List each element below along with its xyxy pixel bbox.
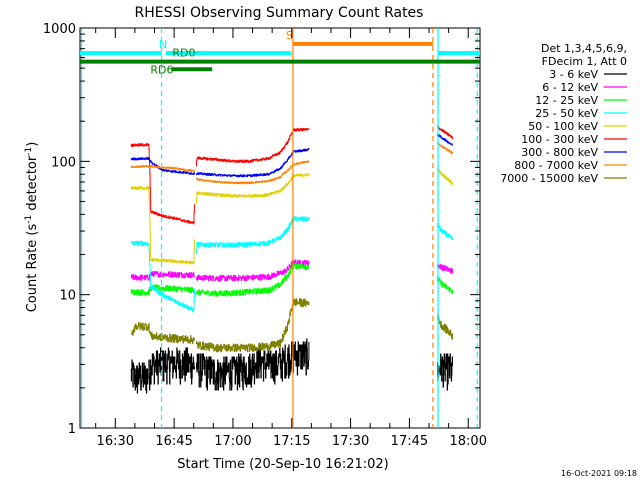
legend-label-7: 800 - 7000 keV bbox=[514, 159, 598, 172]
flag-label: RD6 bbox=[150, 63, 173, 76]
y-axis-label: Count Rate (s-1 detector-1) bbox=[24, 142, 40, 313]
x-axis-label: Start Time (20-Sep-10 16:21:02) bbox=[177, 457, 388, 472]
flag-label: RD0 bbox=[172, 47, 195, 60]
legend-label-5: 100 - 300 keV bbox=[521, 133, 598, 146]
plot-area: N S RD0 RD6 bbox=[79, 27, 481, 429]
y-axis-label-main: Count Rate (s bbox=[25, 224, 40, 313]
x-tick-label: 16:45 bbox=[155, 434, 192, 449]
legend-label-2: 12 - 25 keV bbox=[535, 94, 598, 107]
x-tick-label: 17:30 bbox=[332, 434, 369, 449]
footer-timestamp: 16-Oct-2021 09:18 bbox=[561, 469, 637, 478]
flag-label: S bbox=[286, 29, 293, 42]
legend-label-1: 6 - 12 keV bbox=[542, 81, 598, 94]
x-tick-label: 18:00 bbox=[450, 434, 487, 449]
legend: Det 1,3,4,5,6,9, FDecim 1, Att 0 3 - 6 k… bbox=[500, 42, 627, 185]
series-line-4 bbox=[130, 167, 453, 265]
series-line-6 bbox=[130, 133, 453, 178]
legend-label-8: 7000 - 15000 keV bbox=[500, 172, 598, 185]
y-axis-label-end: ) bbox=[25, 142, 40, 147]
series-line-5 bbox=[130, 125, 453, 225]
legend-header-1: Det 1,3,4,5,6,9, bbox=[541, 42, 627, 55]
series-line-0 bbox=[130, 338, 453, 394]
series-line-8 bbox=[130, 298, 453, 353]
y-tick-label: 10 bbox=[59, 289, 76, 304]
legend-label-6: 300 - 800 keV bbox=[521, 146, 598, 159]
legend-label-0: 3 - 6 keV bbox=[549, 68, 598, 81]
legend-label-4: 50 - 100 keV bbox=[528, 120, 598, 133]
plot-frame bbox=[79, 27, 481, 429]
x-tick-label: 17:45 bbox=[391, 434, 428, 449]
x-axis: 16:30 16:45 17:00 17:15 17:30 17:45 18:00 bbox=[95, 28, 487, 449]
series-line-1 bbox=[130, 259, 453, 282]
y-tick-label: 100 bbox=[51, 155, 76, 170]
legend-label-3: 25 - 50 keV bbox=[535, 107, 598, 120]
x-tick-label: 16:30 bbox=[97, 434, 134, 449]
chart-title: RHESSI Observing Summary Count Rates bbox=[135, 5, 424, 21]
y-axis-label-sup2: -1 bbox=[24, 147, 34, 156]
x-tick-label: 17:00 bbox=[214, 434, 251, 449]
legend-header-2: FDecim 1, Att 0 bbox=[542, 55, 627, 68]
flag-label: N bbox=[159, 38, 167, 51]
y-axis-label-mid: detector bbox=[25, 155, 40, 215]
series-line-3 bbox=[130, 216, 453, 313]
y-axis: 1 10 100 1000 bbox=[43, 22, 480, 437]
y-axis-label-sup1: -1 bbox=[24, 215, 34, 224]
y-tick-label: 1 bbox=[68, 422, 76, 437]
series-line-7 bbox=[130, 141, 453, 185]
x-tick-label: 17:15 bbox=[273, 434, 310, 449]
series-line-2 bbox=[130, 262, 453, 297]
y-tick-label: 1000 bbox=[43, 22, 76, 37]
plot-content bbox=[80, 28, 480, 428]
